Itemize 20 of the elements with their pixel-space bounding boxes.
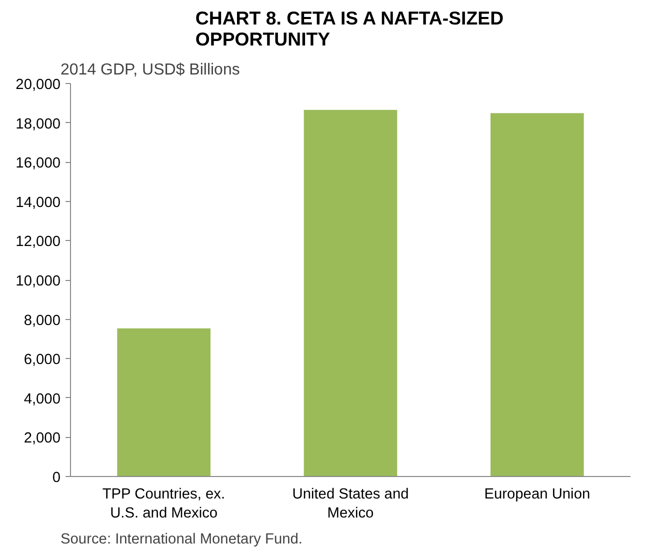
y-tick-label: 14,000 <box>16 194 60 211</box>
bar <box>490 113 584 476</box>
y-tick-label: 6,000 <box>24 352 61 368</box>
chart-title: CHART 8. CETA IS A NAFTA-SIZED OPPORTUNITY <box>195 8 504 50</box>
y-tick-label: 10,000 <box>16 274 60 290</box>
x-tick-label: United States and Mexico <box>292 486 409 522</box>
y-tick-label: 16,000 <box>16 156 60 172</box>
y-tick-label: 8,000 <box>24 312 61 329</box>
y-tick-label: 2,000 <box>24 430 61 447</box>
x-tick-label: TPP Countries, ex. U.S. and Mexico <box>102 486 226 522</box>
bar <box>117 328 210 476</box>
y-tick-label: 20,000 <box>16 77 60 93</box>
y-tick-label: 0 <box>52 470 61 486</box>
y-tick-label: 12,000 <box>16 234 60 250</box>
y-tick-label: 18,000 <box>16 116 60 132</box>
y-tick-label: 4,000 <box>24 391 61 408</box>
x-tick-label: European Union <box>484 486 590 502</box>
source-note: Source: International Monetary Fund. <box>60 532 302 548</box>
bar <box>304 110 398 476</box>
y-axis-title: 2014 GDP, USD$ Billions <box>60 62 240 78</box>
